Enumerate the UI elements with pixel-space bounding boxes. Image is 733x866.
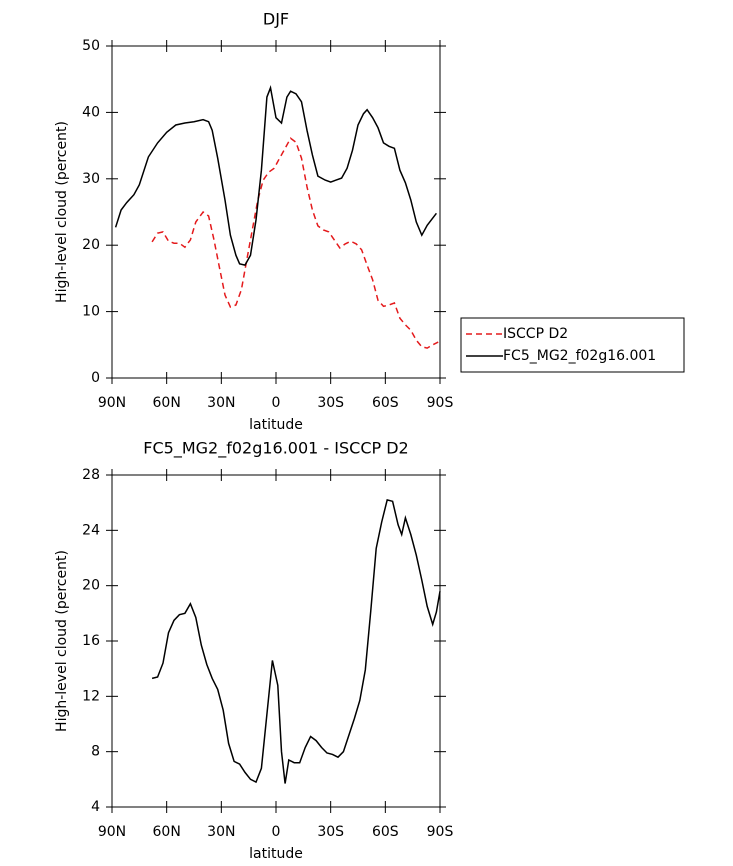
- x-tick-label: 60N: [153, 824, 181, 840]
- x-tick-label: 60S: [372, 395, 399, 411]
- y-tick-label: 4: [91, 799, 100, 815]
- chart-title: DJF: [263, 10, 289, 29]
- y-tick-label: 16: [82, 633, 100, 649]
- x-tick-label: 90S: [427, 824, 454, 840]
- x-tick-label: 30N: [207, 395, 235, 411]
- legend-box: [460, 317, 685, 373]
- y-axis-label: High-level cloud (percent): [54, 121, 70, 303]
- data-line: [114, 85, 437, 266]
- y-tick-label: 20: [82, 237, 100, 253]
- y-axis-label: High-level cloud (percent): [54, 550, 70, 732]
- x-tick-label: 30N: [207, 824, 235, 840]
- y-tick-label: 50: [82, 38, 100, 54]
- x-tick-label: 30S: [317, 824, 344, 840]
- y-tick-label: 12: [82, 688, 100, 704]
- data-line: [151, 498, 441, 784]
- x-tick-label: 0: [272, 824, 281, 840]
- y-tick-label: 10: [82, 304, 100, 320]
- legend-label: FC5_MG2_f02g16.001: [503, 348, 656, 364]
- plot-frame: [111, 45, 441, 379]
- legend-label: ISCCP D2: [503, 326, 568, 342]
- x-tick-label: 60S: [372, 824, 399, 840]
- y-tick-label: 30: [82, 171, 100, 187]
- x-tick-label: 30S: [317, 395, 344, 411]
- chart-title: FC5_MG2_f02g16.001 - ISCCP D2: [143, 439, 408, 459]
- y-tick-label: 8: [91, 744, 100, 760]
- x-axis-label: latitude: [249, 417, 303, 433]
- data-line: [151, 137, 439, 349]
- y-tick-label: 28: [82, 467, 100, 483]
- x-tick-label: 60N: [153, 395, 181, 411]
- y-tick-label: 24: [82, 522, 100, 538]
- x-axis-label: latitude: [249, 846, 303, 862]
- x-tick-label: 90S: [427, 395, 454, 411]
- x-tick-label: 90N: [98, 824, 126, 840]
- x-tick-label: 0: [272, 395, 281, 411]
- y-tick-label: 20: [82, 578, 100, 594]
- y-tick-label: 40: [82, 104, 100, 120]
- y-tick-label: 0: [91, 370, 100, 386]
- x-tick-label: 90N: [98, 395, 126, 411]
- plot-frame: [111, 474, 441, 808]
